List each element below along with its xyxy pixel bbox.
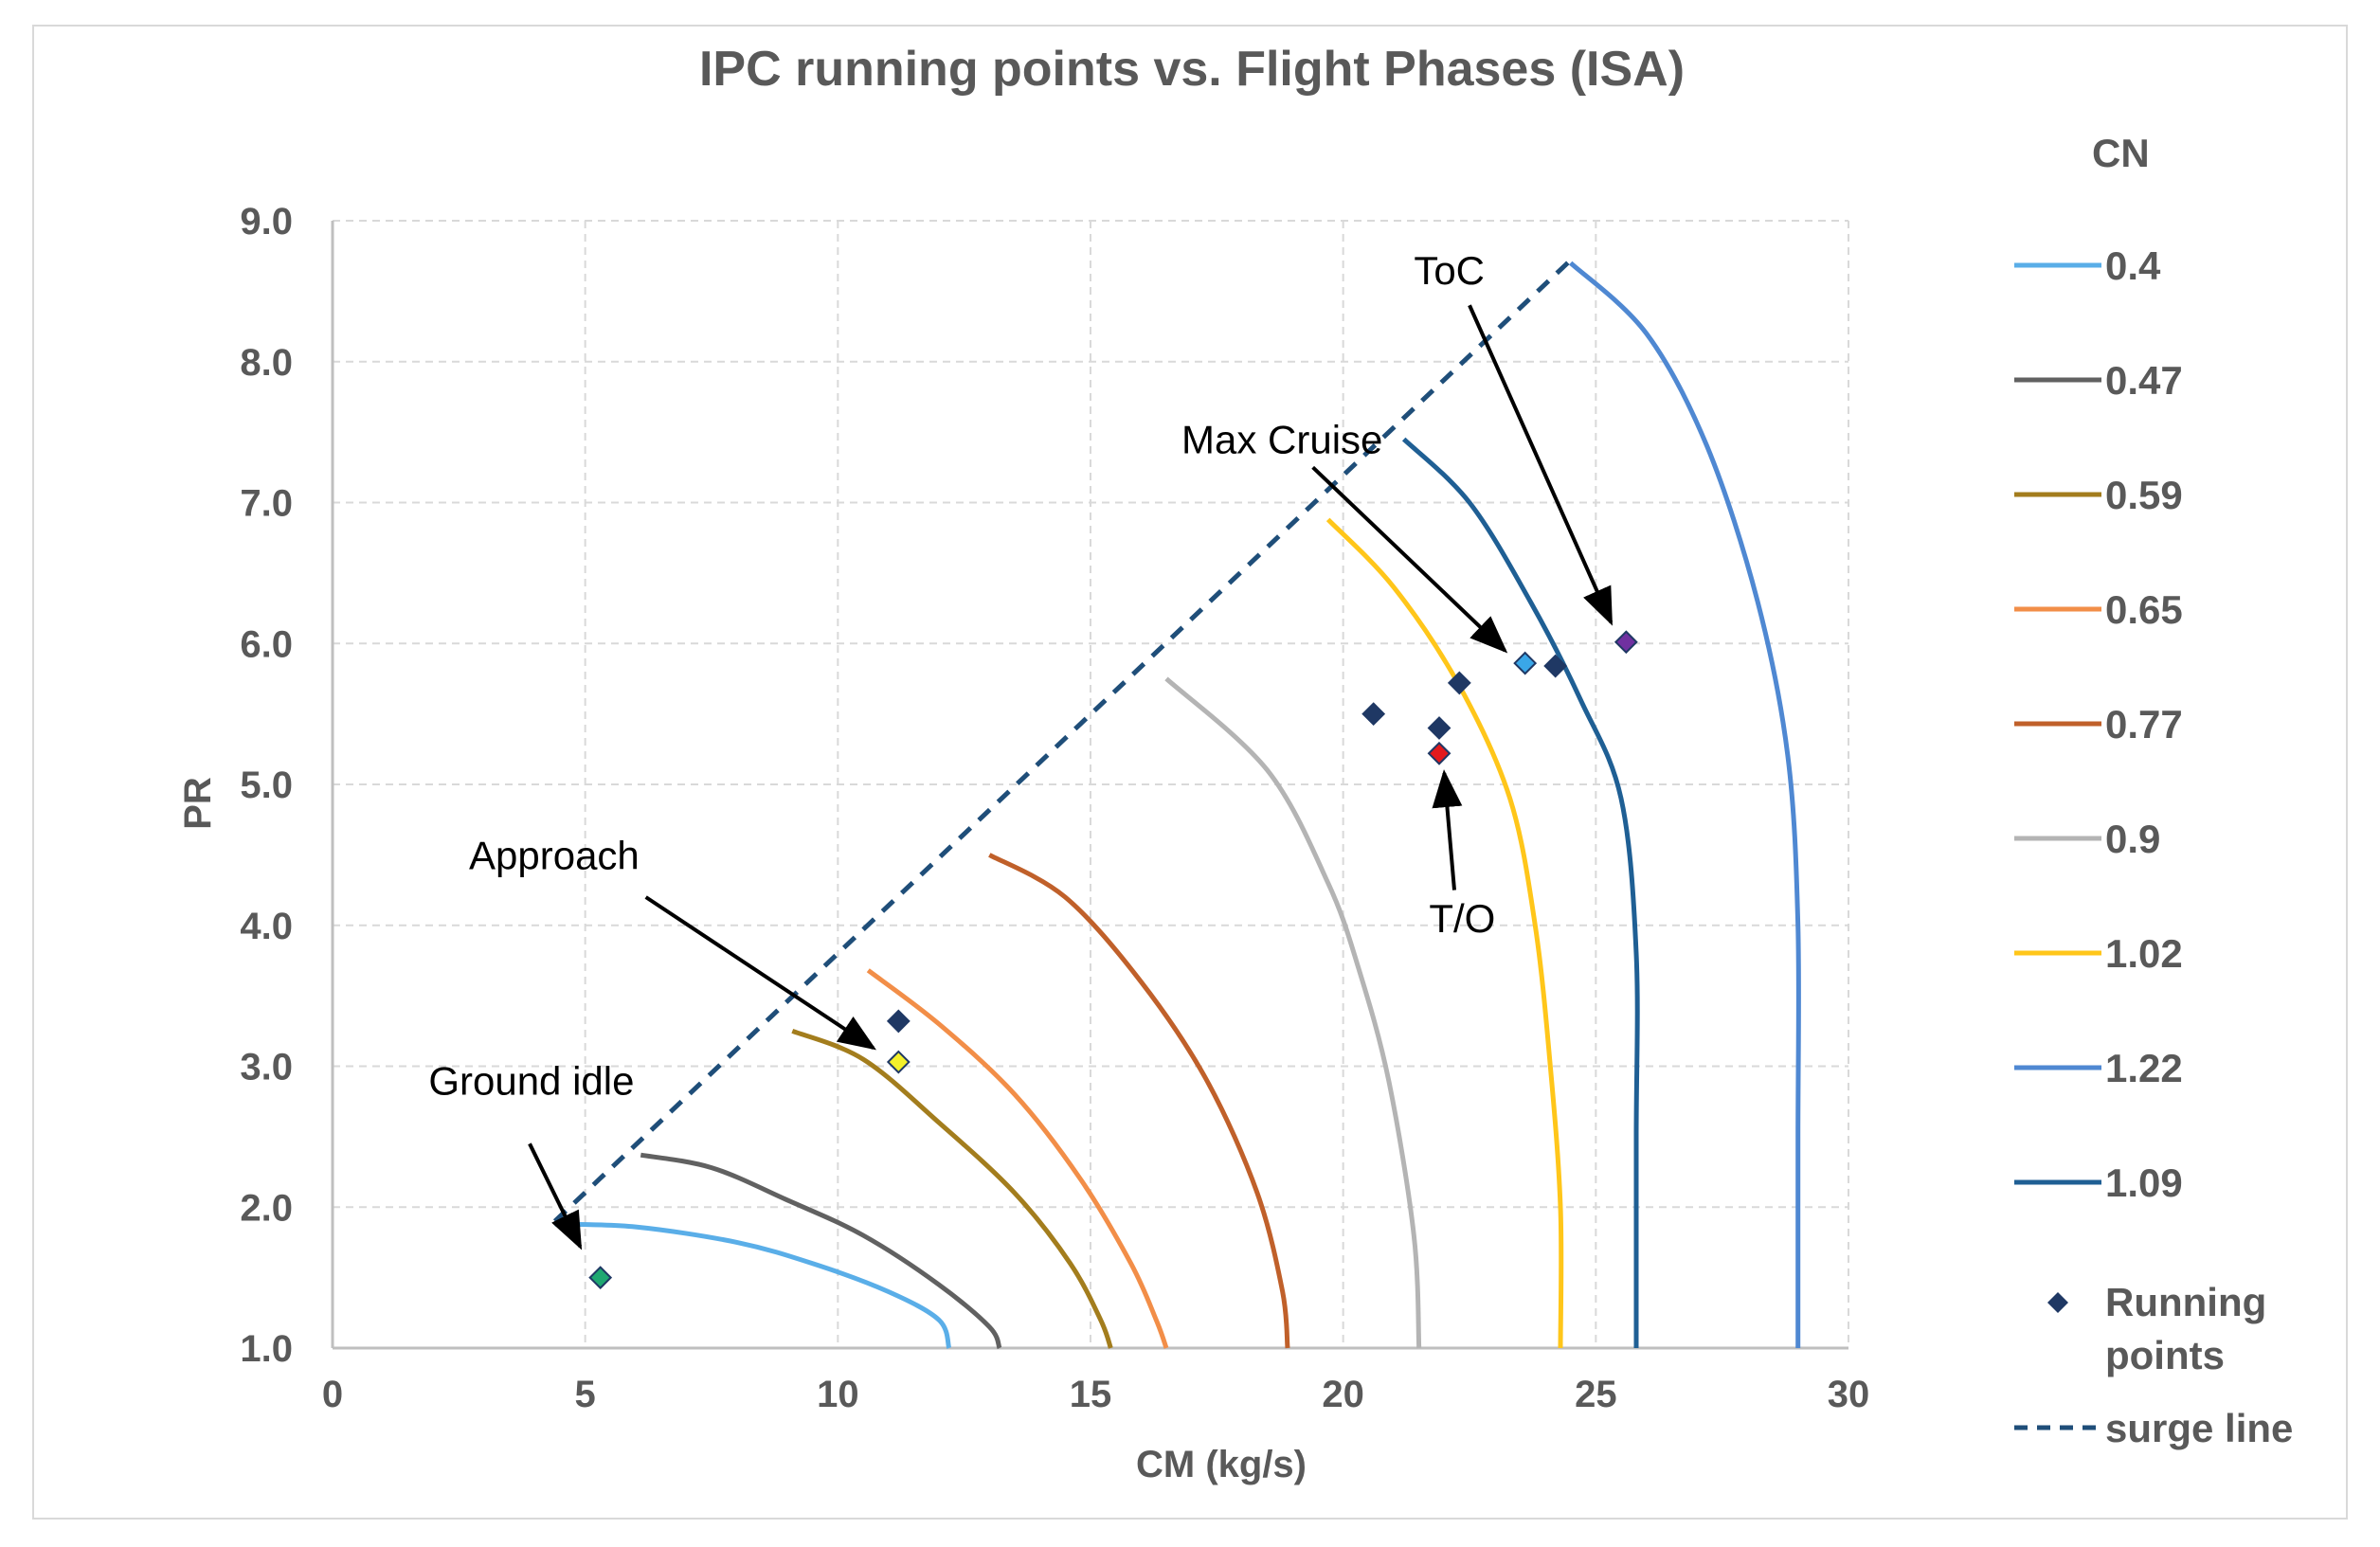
y-tick-label: 4.0 [240,906,293,947]
y-tick-label: 7.0 [240,483,293,525]
x-tick-label: 30 [1828,1374,1870,1415]
y-tick-label: 8.0 [240,342,293,384]
legend-label: 0.9 [2105,817,2160,861]
legend-label: 0.47 [2105,358,2183,403]
legend-title: CN [2092,131,2150,175]
running-point [1447,671,1471,695]
running-point [1427,741,1451,765]
annotation-arrow [528,1142,583,1250]
x-tick-label: 5 [575,1374,596,1415]
annotation-arrow [1311,465,1508,654]
legend-label: 0.77 [2105,702,2183,747]
chart-title: IPC running points vs. Flight Phases (IS… [699,42,1685,97]
running-point [1543,654,1568,678]
annotation-label: T/O [1429,896,1495,941]
chart-frame: IPC running points vs. Flight Phases (IS… [32,25,2348,1520]
grid-layer [333,220,1849,1348]
legend-label: 1.02 [2105,931,2183,976]
annotation-label: Ground idle [428,1058,634,1103]
running-point [1614,630,1638,655]
y-tick-label: 5.0 [240,765,293,806]
running-point [1427,716,1451,740]
speed-line-cn-0-65 [866,968,1169,1349]
speed-line-cn-0-47 [640,1152,1002,1350]
x-axis-label: CM (kg/s) [1136,1444,1307,1485]
annotation-arrow [644,895,877,1051]
speed-line-cn-0-77 [988,853,1290,1349]
legend-label: 0.65 [2105,587,2183,632]
x-tick-label: 0 [322,1374,343,1415]
x-tick-label: 20 [1322,1374,1364,1415]
legend-label: 1.22 [2105,1046,2183,1090]
axis-layer: 0 5 10 15 20 25 30 1.0 2.0 3.0 4.0 5.0 6.0 7.0 8.0 9.0 [240,201,1869,1415]
legend-label: 0.59 [2105,473,2183,517]
speed-line-cn-1-09 [1401,437,1640,1348]
speed-line-cn-1-02 [1325,517,1564,1349]
annotation-label: ToC [1414,248,1485,293]
annotation-label: Approach [469,833,640,877]
running-point [1361,702,1386,727]
running-point [886,1009,911,1034]
surge-line [552,258,1573,1223]
y-tick-label: 6.0 [240,623,293,665]
y-tick-label: 2.0 [240,1187,293,1229]
series-layer [552,258,1801,1350]
y-axis-label: PR [177,777,219,830]
speed-line-cn-0-4 [554,1221,952,1349]
running-point [886,1050,911,1074]
points-layer [588,630,1638,1290]
running-point [588,1266,613,1290]
speed-line-cn-1-22 [1568,261,1801,1348]
x-tick-label: 10 [817,1374,859,1415]
x-tick-label: 25 [1575,1374,1617,1415]
annot-layer: Ground idle Approach Max Cruise ToC T/O [428,248,1614,1250]
legend-label: 1.09 [2105,1160,2183,1205]
legend-label-surge-line: surge line [2105,1406,2293,1450]
legend-label: 0.4 [2105,243,2161,288]
x-tick-label: 15 [1070,1374,1112,1415]
running-point [1513,651,1538,675]
annotation-arrow [1432,769,1463,890]
speed-line-cn-0-59 [791,1028,1113,1349]
y-tick-label: 9.0 [240,201,293,243]
legend: CN 0.4 0.47 0.59 0.65 0.77 0.9 1.02 1.22 1.09 Run… [2014,131,2293,1450]
chart-svg: IPC running points vs. Flight Phases (IS… [177,42,2293,1485]
speed-line-cn-0-9 [1164,676,1422,1349]
annotation-label: Max Cruise [1181,417,1382,461]
y-tick-label: 3.0 [240,1047,293,1088]
annotation-arrow [1468,304,1614,626]
legend-label-running-points: Running [2105,1280,2266,1324]
legend-label-running-points: points [2105,1333,2225,1377]
y-tick-label: 1.0 [240,1328,293,1370]
legend-swatch-running-points [2047,1292,2068,1313]
